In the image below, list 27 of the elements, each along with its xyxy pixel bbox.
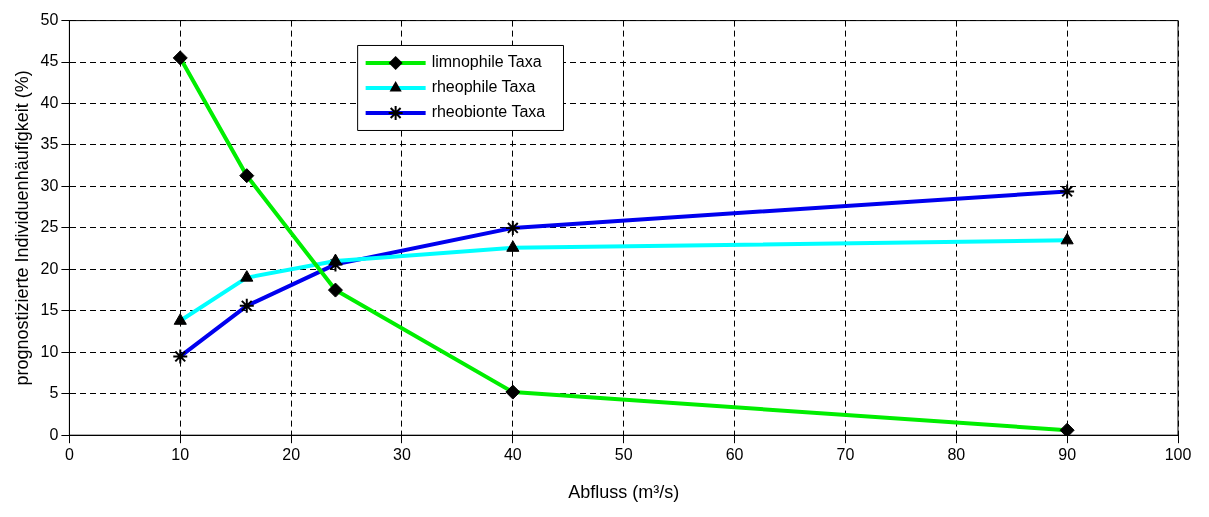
legend-label: rheobionte Taxa xyxy=(431,103,546,121)
y-tick-label: 5 xyxy=(49,384,59,402)
legend-label: rheophile Taxa xyxy=(431,78,536,96)
y-tick-label: 30 xyxy=(40,176,59,194)
x-tick-label: 40 xyxy=(503,446,522,464)
x-tick-label: 60 xyxy=(725,446,744,464)
x-tick-label: 50 xyxy=(614,446,633,464)
x-tick-label: 0 xyxy=(64,446,74,464)
y-tick-label: 40 xyxy=(40,93,59,111)
x-tick-label: 10 xyxy=(171,446,190,464)
x-tick-label: 30 xyxy=(393,446,411,464)
y-tick-label: 10 xyxy=(40,342,59,360)
y-tick-label: 20 xyxy=(40,259,59,277)
legend-label: limnophile Taxa xyxy=(431,53,542,71)
x-tick-label: 100 xyxy=(1164,446,1192,464)
y-axis-title: prognostizierte Individuenhäufigkeit (%) xyxy=(11,70,32,386)
x-tick-label: 80 xyxy=(947,446,966,464)
y-tick-label: 45 xyxy=(40,52,59,70)
y-tick-label: 15 xyxy=(40,301,59,319)
x-tick-label: 20 xyxy=(282,446,301,464)
y-tick-label: 50 xyxy=(40,11,59,29)
y-tick-label: 0 xyxy=(49,425,59,443)
x-tick-label: 90 xyxy=(1058,446,1077,464)
x-tick-label: 70 xyxy=(836,446,855,464)
y-tick-label: 25 xyxy=(40,218,59,236)
y-tick-label: 35 xyxy=(40,135,59,153)
x-axis-title: Abfluss (m³/s) xyxy=(568,482,680,503)
